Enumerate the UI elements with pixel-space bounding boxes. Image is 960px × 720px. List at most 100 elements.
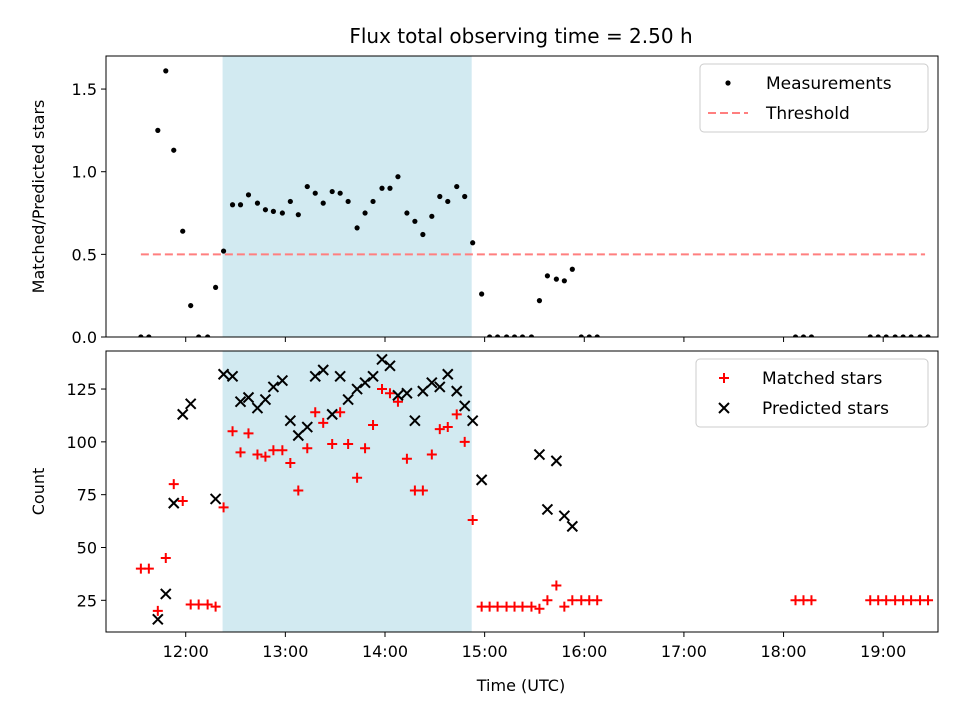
data-point <box>462 193 468 200</box>
data-point <box>362 210 368 216</box>
data-point <box>285 457 296 468</box>
data-point <box>184 398 197 410</box>
data-point <box>143 563 154 574</box>
axes-frame <box>105 55 939 338</box>
figure-title: Flux total observing time = 2.50 h <box>349 24 692 48</box>
data-point <box>227 426 238 437</box>
top-panel: 0.0 0.5 1.0 1.5 Matched/Predicted stars Measu… <box>29 55 939 347</box>
data-point <box>168 479 179 490</box>
x-axis-label: Time (UTC) <box>476 676 565 695</box>
data-point <box>395 174 401 180</box>
series-measurements <box>138 68 931 337</box>
data-point <box>259 393 272 406</box>
x-tick-label: 13:00 <box>262 642 308 661</box>
data-point <box>359 376 371 389</box>
data-point <box>229 202 236 208</box>
data-point <box>426 376 438 389</box>
data-point <box>451 385 463 397</box>
data-point <box>392 389 404 402</box>
legend-marker <box>718 402 730 414</box>
data-point <box>209 493 222 505</box>
data-point <box>252 449 263 460</box>
data-point <box>146 334 152 337</box>
data-point <box>401 387 413 399</box>
data-point <box>196 334 202 337</box>
data-point <box>345 198 351 205</box>
legend-label: Predicted stars <box>762 399 889 419</box>
data-point <box>487 334 493 337</box>
data-point <box>334 370 346 383</box>
data-point <box>567 595 578 606</box>
data-point <box>466 415 479 427</box>
data-point <box>202 599 213 610</box>
data-point <box>528 334 535 337</box>
data-point <box>138 334 144 337</box>
data-point <box>177 496 188 507</box>
plot-area-top <box>138 68 931 337</box>
data-point <box>867 334 873 337</box>
data-point <box>171 147 177 153</box>
legend-label: Threshold <box>765 104 850 124</box>
x-tick-label: 14:00 <box>362 642 408 661</box>
data-point <box>270 208 276 214</box>
data-point <box>218 502 229 513</box>
data-point <box>451 409 462 420</box>
data-point <box>160 553 171 564</box>
data-point <box>511 334 518 337</box>
data-point <box>542 595 553 606</box>
legend-marker <box>725 80 731 86</box>
data-point <box>479 291 485 297</box>
data-point <box>155 127 161 133</box>
data-point <box>188 302 194 309</box>
axes-frame <box>105 350 939 633</box>
data-point <box>220 248 227 254</box>
observing-window-shade <box>222 351 472 632</box>
x-tick-label: 18:00 <box>761 642 807 661</box>
y-axis-label: Count <box>29 468 48 516</box>
data-point <box>152 613 164 626</box>
data-point <box>494 334 501 337</box>
y-tick-label: 25 <box>77 591 97 610</box>
data-point <box>875 334 881 337</box>
data-point <box>550 455 563 467</box>
data-point <box>377 384 388 395</box>
data-point <box>806 595 817 606</box>
legend-label: Measurements <box>766 74 892 94</box>
data-point <box>470 240 476 246</box>
data-point <box>293 485 304 496</box>
data-point <box>177 408 189 421</box>
data-point <box>429 213 435 219</box>
data-point <box>379 185 385 191</box>
data-point <box>569 266 575 272</box>
data-point <box>917 334 923 337</box>
y-tick-label: 1.5 <box>72 80 97 99</box>
data-point <box>168 497 180 509</box>
data-point <box>412 218 418 224</box>
data-point <box>329 188 335 195</box>
data-point <box>925 334 931 337</box>
data-point <box>475 474 488 486</box>
data-point <box>277 445 288 456</box>
legend-bottom: Matched stars Predicted stars <box>695 358 929 428</box>
data-point <box>335 407 346 418</box>
data-point <box>417 485 428 496</box>
data-point <box>318 417 329 428</box>
data-point <box>384 360 396 372</box>
data-point <box>235 447 246 458</box>
data-point <box>437 193 443 200</box>
data-point <box>352 472 363 483</box>
data-point <box>534 603 545 614</box>
data-point <box>327 438 338 449</box>
legend-top: Measurements Threshold <box>699 63 929 133</box>
data-point <box>310 407 321 418</box>
data-point <box>160 588 172 600</box>
y-tick-label: 0.5 <box>72 245 97 264</box>
data-point <box>409 415 421 427</box>
data-point <box>326 408 338 421</box>
data-point <box>892 334 898 337</box>
data-point <box>267 381 280 393</box>
data-point <box>544 273 551 279</box>
data-point <box>279 210 285 216</box>
y-axis-label: Matched/Predicted stars <box>29 100 48 294</box>
x-tick-label: 17:00 <box>661 642 707 661</box>
